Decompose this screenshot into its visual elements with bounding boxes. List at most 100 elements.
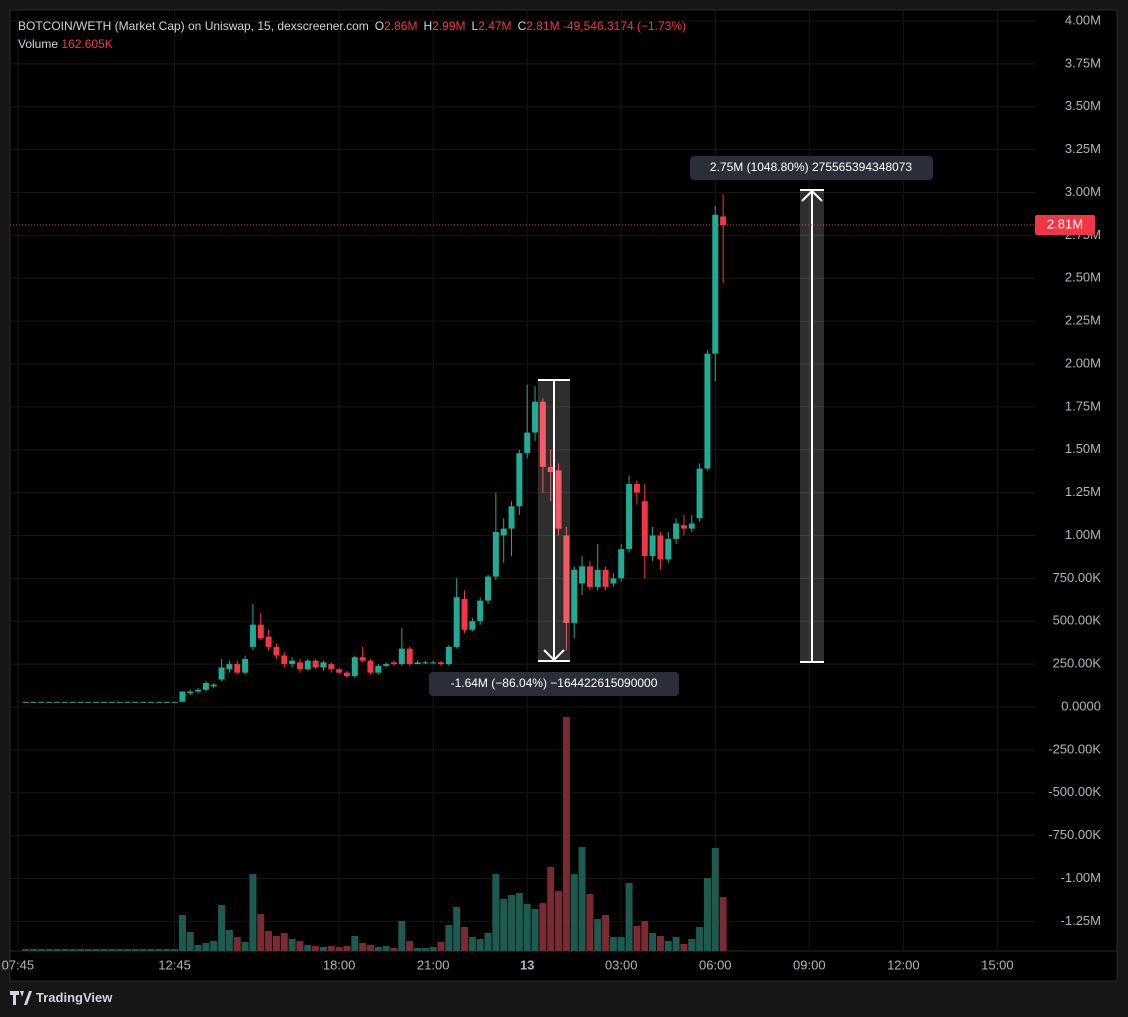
ohlc-value: 2.99M xyxy=(432,19,466,33)
measure-label: 2.75M (1048.80%) 275565394348073 xyxy=(710,160,912,174)
x-tick-label: 15:00 xyxy=(981,957,1014,972)
candle-body xyxy=(649,535,656,557)
last-price-label: 2.81M xyxy=(1047,216,1083,231)
volume-bar xyxy=(30,949,38,951)
candle-body xyxy=(242,658,249,673)
x-tick-label: 06:00 xyxy=(699,957,732,972)
volume-bar xyxy=(343,945,351,951)
candle-body xyxy=(281,655,288,665)
volume-bar xyxy=(272,935,280,951)
candle-body xyxy=(375,665,382,673)
candle-body xyxy=(422,662,429,664)
ohlc: O2.86M H2.99M L2.47M C2.81M xyxy=(369,19,560,33)
y-tick-label: -500.00K xyxy=(1048,784,1101,799)
volume-bar xyxy=(688,939,696,951)
candle-body xyxy=(171,701,178,703)
candle-body xyxy=(594,569,601,587)
volume-bar xyxy=(633,925,641,951)
volume-bar xyxy=(163,949,171,951)
volume-bar xyxy=(37,949,45,951)
volume-bar xyxy=(53,949,61,951)
volume-bar xyxy=(116,949,124,951)
candle-body xyxy=(77,701,84,703)
y-tick-label: 3.50M xyxy=(1065,98,1101,113)
y-tick-label: 250.00K xyxy=(1053,656,1102,671)
x-tick-label: 18:00 xyxy=(323,957,356,972)
candle-body xyxy=(163,701,170,703)
volume-bar xyxy=(202,942,210,951)
candle-body xyxy=(485,576,492,601)
candle-body xyxy=(30,701,37,703)
volume-bar xyxy=(515,893,523,951)
y-tick-label: 500.00K xyxy=(1053,613,1102,628)
candle-body xyxy=(108,701,115,703)
volume-bar xyxy=(641,921,649,951)
volume-bar xyxy=(476,939,484,951)
volume-bar xyxy=(61,949,69,951)
legend-title: BOTCOIN/WETH (Market Cap) on Uniswap, 15… xyxy=(18,19,369,33)
volume-bar xyxy=(570,874,578,951)
volume-bar xyxy=(547,867,555,951)
y-tick-label: -250.00K xyxy=(1048,741,1101,756)
candle-body xyxy=(328,664,335,670)
volume-bar xyxy=(210,941,218,951)
volume-bar xyxy=(312,945,320,951)
volume-bar xyxy=(586,894,594,951)
volume-bar xyxy=(649,933,657,951)
volume-bar xyxy=(178,915,186,951)
volume-bar xyxy=(280,933,288,951)
volume-bar xyxy=(617,936,625,951)
y-tick-label: 3.00M xyxy=(1065,184,1101,199)
footer-text: TradingView xyxy=(36,990,113,1005)
measure-arrowhead xyxy=(543,649,565,662)
candle-body xyxy=(680,525,687,529)
candle-body xyxy=(124,701,131,703)
ohlc-value: 2.86M xyxy=(384,19,418,33)
candle-body xyxy=(132,701,139,703)
volume-bar xyxy=(327,945,335,951)
candle-body xyxy=(430,662,437,664)
candle-body xyxy=(85,701,92,703)
candle-body xyxy=(367,660,374,673)
ohlc-key: C xyxy=(517,19,527,33)
x-tick-label: 21:00 xyxy=(417,957,450,972)
volume-bar xyxy=(131,949,139,951)
volume-bar xyxy=(398,921,406,951)
candle-body xyxy=(187,691,194,694)
volume-bar xyxy=(609,936,617,951)
volume-bar xyxy=(656,935,664,951)
candle-body xyxy=(179,691,186,702)
legend-change: -49,546.3174 (−1.73%) xyxy=(562,19,687,33)
y-tick-label: 1.75M xyxy=(1065,398,1101,413)
candle-body xyxy=(563,535,570,623)
volume-bar xyxy=(194,944,202,951)
y-tick-label: 1.25M xyxy=(1065,484,1101,499)
volume-bar xyxy=(139,949,147,951)
footer[interactable]: TradingView xyxy=(10,990,112,1005)
volume-bar xyxy=(555,890,563,951)
legend: BOTCOIN/WETH (Market Cap) on Uniswap, 15… xyxy=(18,17,686,53)
candle-body xyxy=(555,470,562,529)
volume-bar xyxy=(562,717,570,951)
candle-body xyxy=(304,660,311,670)
candle-body xyxy=(477,600,484,622)
candle-body xyxy=(500,528,507,536)
volume-bar xyxy=(703,878,711,951)
candle-body xyxy=(579,566,586,584)
x-tick-label: 07:45 xyxy=(2,957,35,972)
volume-bar xyxy=(155,949,163,951)
ohlc-key: H xyxy=(423,19,433,33)
volume-bar xyxy=(319,947,327,951)
candle-body xyxy=(673,523,680,539)
volume-bar xyxy=(84,949,92,951)
volume-bar xyxy=(124,949,132,951)
candle-body xyxy=(633,484,640,493)
candle-body xyxy=(696,468,703,519)
y-tick-label: 0.0000 xyxy=(1061,698,1101,713)
x-tick-label: 03:00 xyxy=(605,957,638,972)
volume-bar xyxy=(288,939,296,951)
candle-body xyxy=(234,664,241,673)
candle-body xyxy=(140,701,147,703)
volume-bar xyxy=(390,948,398,951)
